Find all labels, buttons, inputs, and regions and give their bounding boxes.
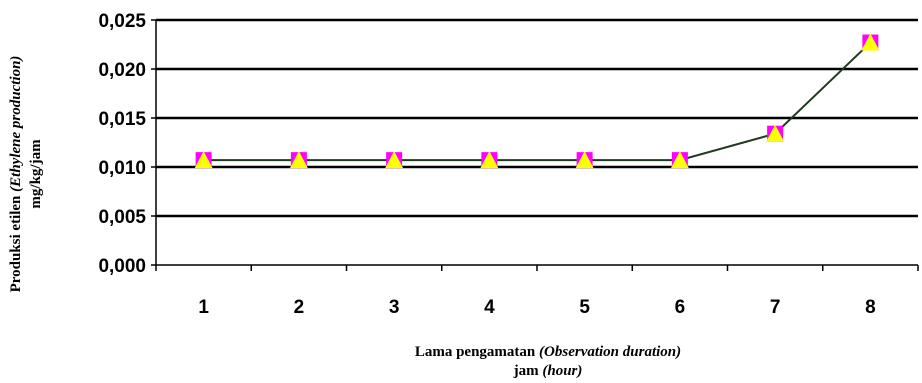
data-point-triangle — [480, 151, 499, 169]
data-point-triangle — [670, 151, 689, 169]
series-markers — [194, 33, 880, 169]
data-point-triangle — [766, 124, 785, 142]
x-tick-label: 4 — [484, 297, 495, 318]
x-tick-label: 3 — [389, 297, 400, 318]
x-axis-unit-italic: (hour) — [542, 363, 582, 379]
x-tick-label: 8 — [865, 297, 876, 318]
x-tick-label: 6 — [675, 297, 686, 318]
x-axis-title-main: Lama pengamatan — [415, 344, 539, 360]
data-point-triangle — [289, 151, 308, 169]
data-point-triangle — [385, 151, 404, 169]
y-tick-label: 0,010 — [98, 158, 146, 179]
axes — [151, 19, 919, 271]
y-axis-unit: mg/kg/jam — [28, 139, 44, 209]
data-point-triangle — [575, 151, 594, 169]
y-tick-labels: 0,000 0,005 0,010 0,015 0,020 0,025 — [98, 11, 146, 277]
x-axis-unit: jam (hour) — [513, 363, 583, 379]
data-point-triangle — [194, 151, 213, 169]
x-tick-label: 5 — [579, 297, 590, 318]
x-tick-label: 7 — [770, 297, 781, 318]
data-point-triangle — [861, 33, 880, 51]
y-axis-title-main: Produksi etilen — [8, 192, 24, 293]
y-axis-title-italic: (Ethylene production) — [8, 56, 24, 192]
x-tick-label: 1 — [198, 297, 209, 318]
x-tick-label: 2 — [294, 297, 305, 318]
x-axis-title-italic: (Observation duration) — [539, 344, 681, 360]
x-axis-title: Lama pengamatan (Observation duration) — [415, 344, 681, 360]
y-tick-label: 0,015 — [98, 109, 146, 130]
y-axis-title: Produksi etilen (Ethylene production) — [8, 56, 24, 293]
x-tick-labels: 1 2 3 4 5 6 7 8 — [198, 297, 875, 318]
y-tick-label: 0,025 — [98, 11, 146, 32]
y-tick-label: 0,005 — [98, 207, 146, 228]
y-tick-label: 0,000 — [98, 256, 146, 277]
series-line — [203, 41, 872, 162]
y-tick-label: 0,020 — [98, 60, 146, 81]
gridlines — [156, 18, 918, 218]
x-axis-unit-main: jam — [513, 363, 543, 379]
series-line-path — [203, 41, 872, 162]
